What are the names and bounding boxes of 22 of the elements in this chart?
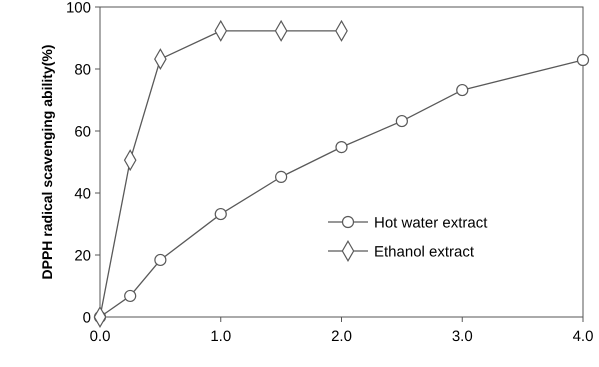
- y-axis-title: DPPH radical scavenging ability(%): [39, 44, 55, 280]
- x-tick-label: 4.0: [572, 328, 594, 345]
- x-tick-label: 2.0: [331, 328, 352, 345]
- point: [154, 254, 166, 266]
- point: [124, 290, 136, 302]
- y-tick-label: 40: [74, 185, 91, 202]
- point: [576, 54, 590, 66]
- y-tick-label: 20: [74, 247, 91, 264]
- point: [275, 170, 288, 183]
- legend-label: Ethanol extract: [374, 243, 475, 260]
- point: [335, 141, 348, 154]
- x-tick-label: 3.0: [452, 328, 473, 345]
- point: [396, 114, 408, 128]
- point: [456, 84, 468, 96]
- point: [214, 208, 227, 220]
- x-tick-label: 1.0: [210, 328, 232, 345]
- x-tick-label: 0.0: [90, 328, 110, 345]
- y-tick-label: 0: [82, 309, 91, 326]
- y-tick-label: 80: [74, 61, 91, 78]
- legend-label: Hot water extract: [374, 214, 488, 232]
- y-tick-label: 60: [74, 123, 91, 140]
- y-tick-label: 100: [66, 0, 91, 16]
